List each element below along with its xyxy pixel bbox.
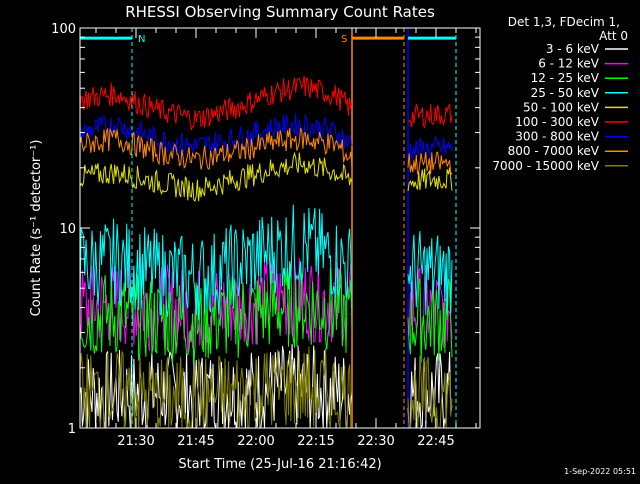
legend-label-0: 3 - 6 keV [546,42,600,56]
x-tick-label: 21:30 [117,434,154,449]
x-axis: 21:30 21:45 22:00 22:15 22:30 22:45 [95,28,477,449]
series-line-3-segment-1 [407,231,453,316]
y-axis: 1 10 100 [51,22,480,437]
y-tick-label: 1 [68,422,76,437]
series-line-5-segment-1 [407,103,453,129]
y-axis-label: Count Rate (s⁻¹ detector⁻¹) [29,140,44,317]
series-line-4-segment-1 [407,167,453,192]
y-tick-label: 100 [51,22,76,37]
footer-date: 1-Sep-2022 05:51 [564,467,636,476]
legend-header-line-2: Att 0 [599,29,628,43]
legend-label-2: 12 - 25 keV [531,71,600,85]
series-line-2-segment-0 [79,263,353,366]
x-tick-label: 22:30 [357,434,394,449]
y-tick-label: 10 [59,222,76,237]
series-line-4-segment-0 [79,151,353,202]
legend-label-8: 7000 - 15000 keV [492,159,599,173]
x-tick-label: 21:45 [177,434,214,449]
legend-label-4: 50 - 100 keV [523,100,600,114]
series-line-8-segment-1 [407,355,453,429]
chart-title: RHESSI Observing Summary Count Rates [125,3,435,21]
marker-label-1: S [341,34,347,45]
series-line-6-segment-0 [79,113,353,156]
series-line-2-segment-1 [407,278,453,363]
series-line-5-segment-0 [79,75,353,131]
x-tick-label: 22:15 [297,434,334,449]
series-line-8-segment-0 [79,346,352,430]
legend-label-3: 25 - 50 keV [531,86,600,100]
x-axis-label: Start Time (25-Jul-16 21:16:42) [178,457,381,472]
legend-label-7: 800 - 7000 keV [508,144,600,158]
legend-label-1: 6 - 12 keV [538,57,600,71]
marker-label-0: N [138,34,145,45]
series-line-7-segment-0 [79,127,353,170]
series-line-3-segment-0 [79,204,353,321]
legend-label-5: 100 - 300 keV [515,115,599,129]
x-tick-label: 22:00 [237,434,274,449]
series-line-7-segment-1 [407,151,453,177]
legend-header-line-1: Det 1,3, FDecim 1, [508,15,620,29]
series-line-6-segment-1 [407,135,453,161]
x-tick-label: 22:45 [417,434,454,449]
legend-label-6: 300 - 800 keV [515,130,599,144]
